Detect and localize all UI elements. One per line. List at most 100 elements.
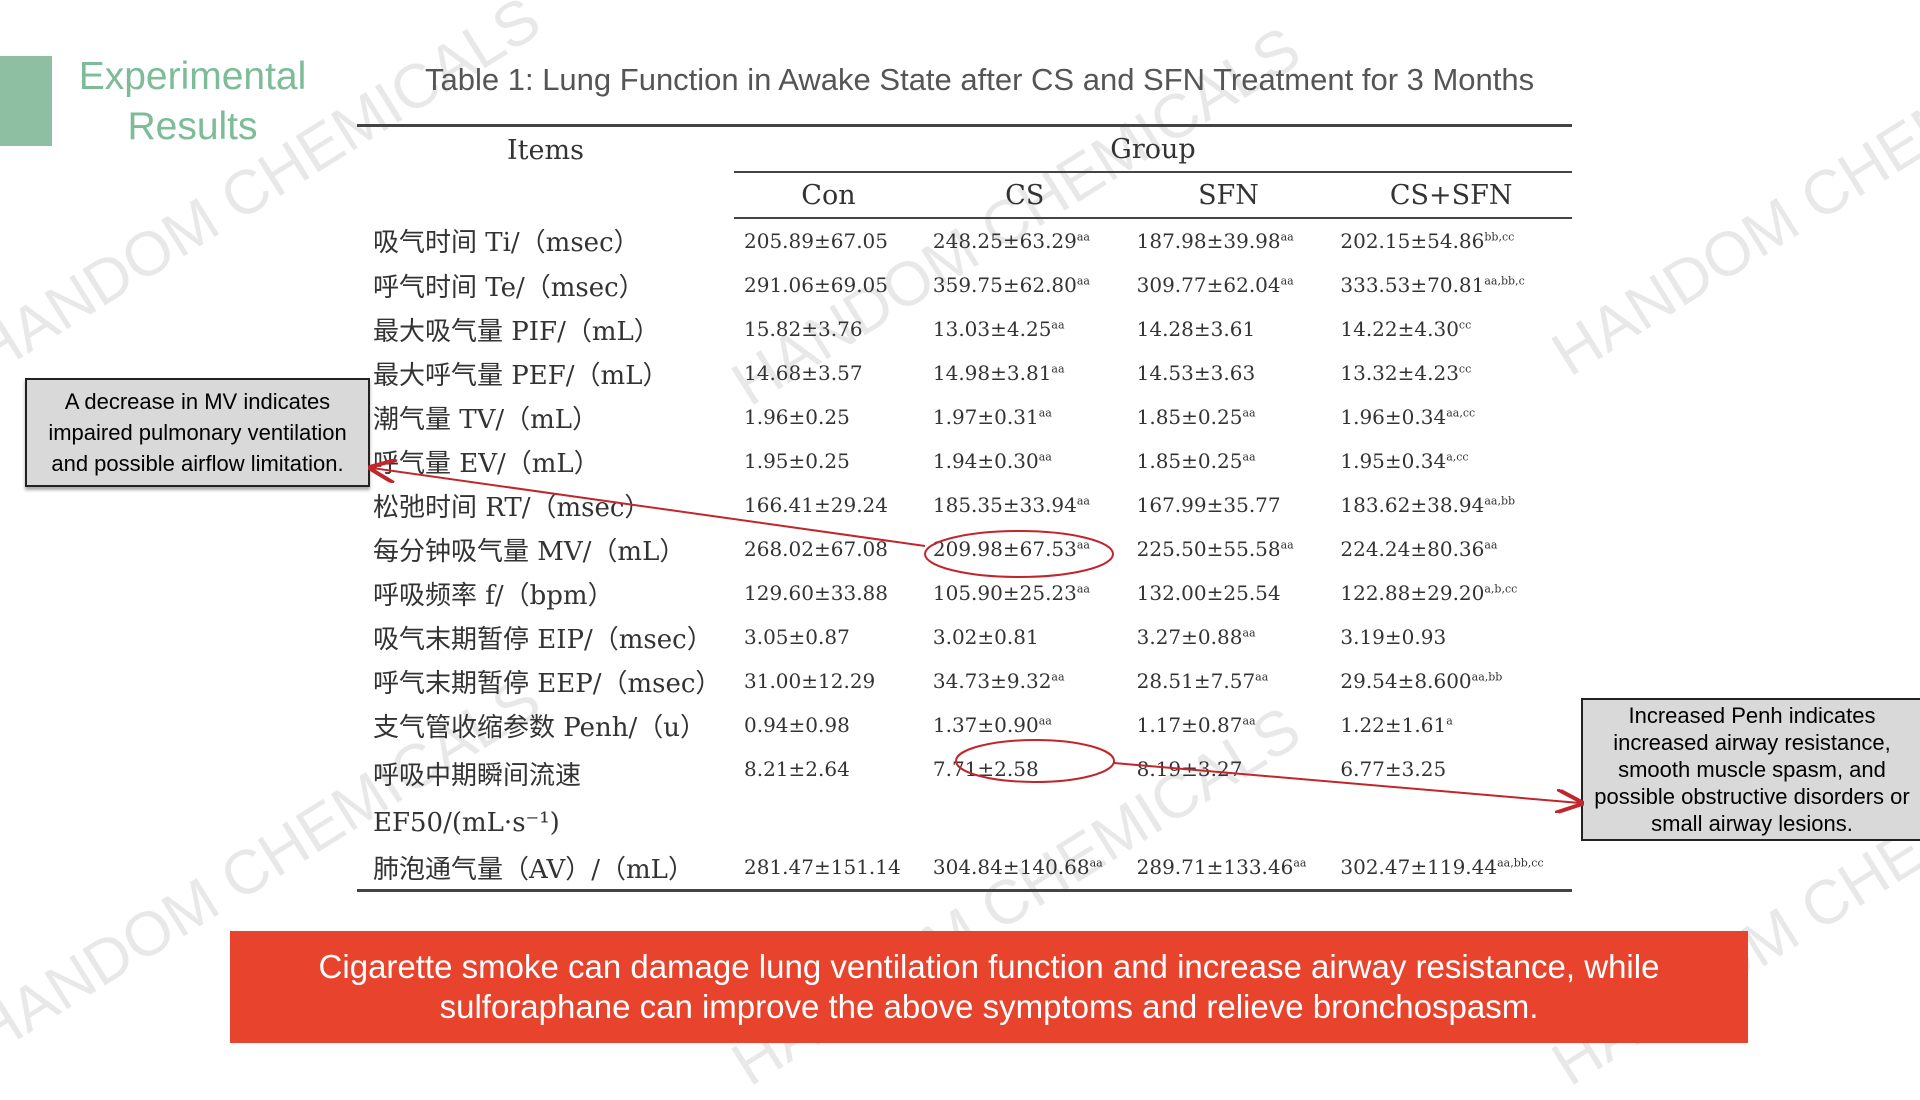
cell-value: 28.51±7.57 <box>1136 669 1256 693</box>
cell-value: 268.02±67.08 <box>744 537 888 561</box>
item-name-line2: EF50/(mL·s⁻¹) <box>373 808 560 838</box>
table-row: 呼气时间 Te/（msec） 291.06±69.05 359.75±62.80aa… <box>357 263 1572 307</box>
cell-cssfn: 202.15±54.86bb,cc <box>1330 218 1572 263</box>
column-header-sfn: SFN <box>1126 172 1331 219</box>
cell-value: 248.25±63.29 <box>932 229 1077 253</box>
cell-value: 122.88±29.20 <box>1340 581 1485 605</box>
cell-cs: 185.35±33.94aa <box>923 483 1127 527</box>
significance-marker: aa <box>1255 670 1269 684</box>
cell-cs: 209.98±67.53aa <box>923 527 1127 571</box>
cell-value: 167.99±35.77 <box>1136 493 1281 517</box>
item-name: 最大吸气量 PIF/（mL） <box>373 316 660 347</box>
cell-value: 0.94±0.98 <box>744 713 850 737</box>
significance-marker: aa <box>1242 406 1256 420</box>
cell-con: 8.21±2.64 <box>734 747 923 845</box>
cell-cssfn: 3.19±0.93 <box>1330 615 1572 659</box>
cell-value: 6.77±3.25 <box>1340 757 1447 781</box>
significance-marker: a,cc <box>1446 450 1469 464</box>
cell-value: 202.15±54.86 <box>1340 229 1485 253</box>
row-item-label: 每分钟吸气量 MV/（mL） <box>357 527 734 571</box>
row-item-label: 潮气量 TV/（mL） <box>357 395 734 439</box>
cell-cssfn: 224.24±80.36aa <box>1330 527 1572 571</box>
table-body: 吸气时间 Ti/（msec） 205.89±67.05 248.25±63.29aa… <box>357 218 1572 889</box>
cell-con: 129.60±33.88 <box>734 571 923 615</box>
cell-con: 268.02±67.08 <box>734 527 923 571</box>
cell-value: 359.75±62.80 <box>932 273 1077 297</box>
cell-con: 1.96±0.25 <box>734 395 923 439</box>
table-row: 呼气量 EV/（mL） 1.95±0.25 1.94±0.30aa 1.85±0.25… <box>357 439 1572 483</box>
cell-value: 289.71±133.46 <box>1136 855 1294 879</box>
significance-marker: aa <box>1076 230 1090 244</box>
watermark: HANDOM CHEMICALS <box>1540 0 1920 390</box>
table-row: 呼吸频率 f/（bpm） 129.60±33.88 105.90±25.23aa 13… <box>357 571 1572 615</box>
cell-value: 3.05±0.87 <box>744 625 850 649</box>
significance-marker: aa <box>1038 450 1052 464</box>
cell-sfn: 132.00±25.54 <box>1127 571 1331 615</box>
cell-value: 185.35±33.94 <box>932 493 1077 517</box>
cell-value: 1.96±0.34 <box>1340 405 1447 429</box>
cell-value: 1.85±0.25 <box>1136 449 1243 473</box>
cell-value: 166.41±29.24 <box>744 493 888 517</box>
cell-con: 281.47±151.14 <box>734 845 923 889</box>
row-item-label: 呼吸频率 f/（bpm） <box>357 571 734 615</box>
table-row: 最大呼气量 PEF/（mL） 14.68±3.57 14.98±3.81aa 14.5… <box>357 351 1572 395</box>
table-title: Table 1: Lung Function in Awake State af… <box>425 62 1535 97</box>
cell-con: 3.05±0.87 <box>734 615 923 659</box>
cell-value: 132.00±25.54 <box>1136 581 1281 605</box>
cell-cssfn: 13.32±4.23cc <box>1330 351 1572 395</box>
cell-value: 15.82±3.76 <box>744 317 863 341</box>
cell-cssfn: 1.96±0.34aa,cc <box>1330 395 1572 439</box>
significance-marker: aa,bb,cc <box>1497 856 1544 870</box>
significance-marker: aa,bb,c <box>1484 274 1525 288</box>
table-row: 潮气量 TV/（mL） 1.96±0.25 1.97±0.31aa 1.85±0.25… <box>357 395 1572 439</box>
group-header: Group <box>734 127 1572 173</box>
cell-value: 205.89±67.05 <box>744 229 888 253</box>
cell-value: 187.98±39.98 <box>1136 229 1281 253</box>
significance-marker: aa <box>1051 362 1065 376</box>
row-item-label: 呼气末期暂停 EEP/（msec） <box>357 659 734 703</box>
cell-value: 304.84±140.68 <box>932 855 1090 879</box>
cell-value: 1.37±0.90 <box>932 713 1039 737</box>
cell-value: 14.68±3.57 <box>744 361 863 385</box>
cell-cs: 1.97±0.31aa <box>923 395 1127 439</box>
cell-value: 31.00±12.29 <box>744 669 876 693</box>
cell-sfn: 28.51±7.57aa <box>1127 659 1331 703</box>
significance-marker: aa <box>1038 406 1052 420</box>
cell-cssfn: 1.22±1.61a <box>1330 703 1572 747</box>
cell-cs: 304.84±140.68aa <box>923 845 1127 889</box>
row-item-label: 最大吸气量 PIF/（mL） <box>357 307 734 351</box>
cell-cssfn: 183.62±38.94aa,bb <box>1330 483 1572 527</box>
cell-value: 302.47±119.44 <box>1340 855 1498 879</box>
row-item-label: 呼气量 EV/（mL） <box>357 439 734 483</box>
table-row: 肺泡通气量（AV）/（mL） 281.47±151.14 304.84±140.68… <box>357 845 1572 889</box>
cell-value: 225.50±55.58 <box>1136 537 1281 561</box>
cell-value: 13.03±4.25 <box>932 317 1052 341</box>
significance-marker: cc <box>1458 318 1472 332</box>
row-item-label: 支气管收缩参数 Penh/（u） <box>357 703 734 747</box>
cell-value: 1.85±0.25 <box>1136 405 1243 429</box>
significance-marker: aa <box>1242 450 1256 464</box>
cell-cssfn: 333.53±70.81aa,bb,c <box>1330 263 1572 307</box>
table-row: 最大吸气量 PIF/（mL） 15.82±3.76 13.03±4.25aa 14.2… <box>357 307 1572 351</box>
cell-value: 7.71±2.58 <box>932 757 1039 781</box>
cell-value: 333.53±70.81 <box>1340 273 1485 297</box>
cell-sfn: 8.19±3.27 <box>1127 747 1331 845</box>
lung-function-table: Items Group Con CS SFN CS+SFN 吸气时间 Ti/（m… <box>357 124 1572 892</box>
cell-value: 13.32±4.23 <box>1340 361 1459 385</box>
cell-cssfn: 302.47±119.44aa,bb,cc <box>1330 845 1572 889</box>
cell-value: 209.98±67.53 <box>932 537 1077 561</box>
cell-value: 1.17±0.87 <box>1136 713 1243 737</box>
cell-sfn: 1.17±0.87aa <box>1127 703 1331 747</box>
items-header: Items <box>507 135 584 166</box>
cell-cs: 7.71±2.58 <box>923 747 1127 845</box>
cell-cs: 359.75±62.80aa <box>923 263 1127 307</box>
cell-value: 129.60±33.88 <box>744 581 888 605</box>
cell-value: 3.27±0.88 <box>1136 625 1243 649</box>
cell-sfn: 3.27±0.88aa <box>1127 615 1331 659</box>
item-name: 支气管收缩参数 Penh/（u） <box>373 712 706 743</box>
row-item-label: 呼气时间 Te/（msec） <box>357 263 734 307</box>
table-row: 松弛时间 RT/（msec） 166.41±29.24 185.35±33.94aa… <box>357 483 1572 527</box>
cell-cs: 34.73±9.32aa <box>923 659 1127 703</box>
item-name: 呼吸频率 f/（bpm） <box>373 580 614 611</box>
cell-cs: 1.94±0.30aa <box>923 439 1127 483</box>
